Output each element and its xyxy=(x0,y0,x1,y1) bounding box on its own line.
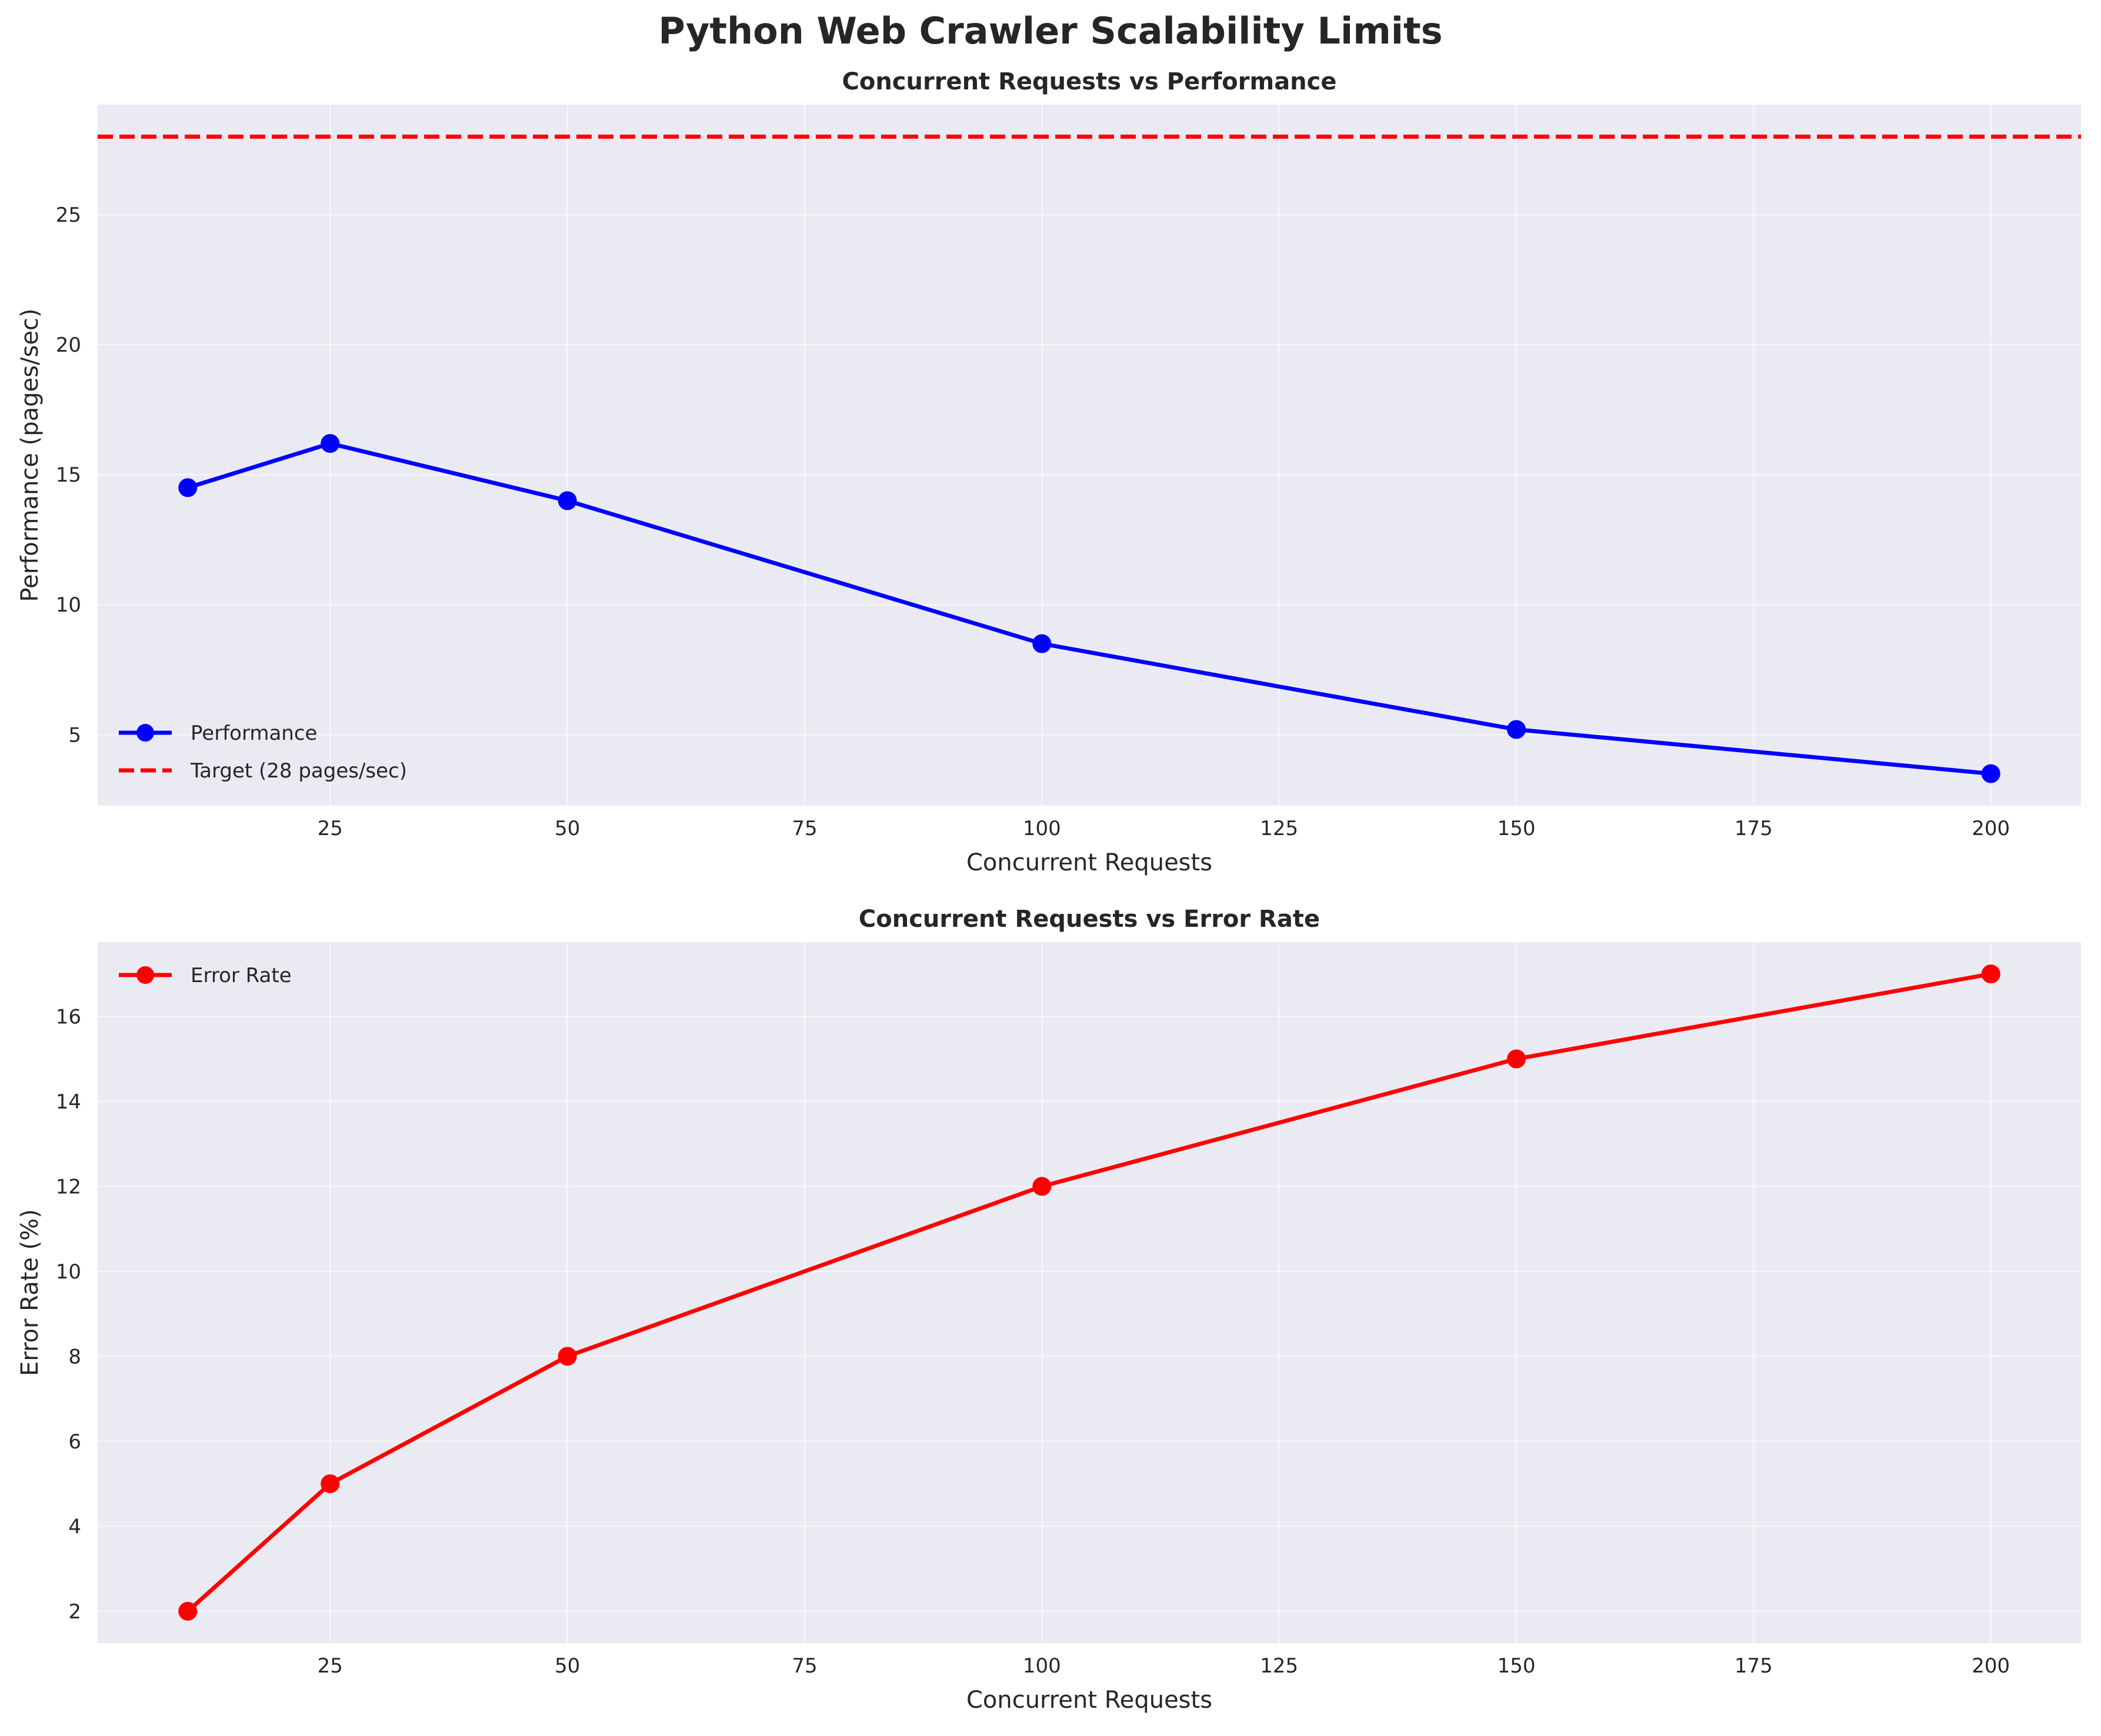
error-rate-data-point xyxy=(321,1474,340,1494)
performance-y-axis-label: Performance (pages/sec) xyxy=(16,308,44,602)
error-rate-y-tick-label: 12 xyxy=(56,1175,81,1198)
error-rate-x-tick-label: 150 xyxy=(1498,1654,1536,1678)
error-rate-chart-title: Concurrent Requests vs Error Rate xyxy=(859,906,1320,933)
performance-legend: Performance Target (28 pages/sec) xyxy=(119,722,407,783)
performance-series-line xyxy=(187,441,1992,776)
performance-x-tick-label: 75 xyxy=(792,817,817,840)
performance-data-point xyxy=(1032,634,1052,653)
error-rate-x-tick-label: 175 xyxy=(1735,1654,1773,1678)
performance-y-tick-label: 5 xyxy=(68,723,81,747)
error-rate-legend-label: Error Rate xyxy=(191,964,292,987)
figure-suptitle: Python Web Crawler Scalability Limits xyxy=(658,9,1442,52)
error-rate-legend: Error Rate xyxy=(119,964,292,987)
performance-x-tick-label: 100 xyxy=(1023,817,1061,840)
performance-y-tick-label: 15 xyxy=(56,463,81,487)
error-rate-x-tick-label: 125 xyxy=(1260,1654,1298,1678)
performance-data-point xyxy=(178,478,198,498)
error-rate-x-tick-label: 25 xyxy=(318,1654,343,1678)
performance-data-point xyxy=(1507,720,1526,739)
performance-chart-title: Concurrent Requests vs Performance xyxy=(842,68,1336,95)
error-rate-x-tick-label: 200 xyxy=(1972,1654,2010,1678)
error-rate-plot-area xyxy=(98,942,2081,1643)
performance-x-tick-label: 200 xyxy=(1972,817,2010,840)
performance-x-axis-label: Concurrent Requests xyxy=(966,849,1212,876)
performance-legend-label: Performance xyxy=(191,722,317,745)
error-rate-data-point xyxy=(1032,1177,1052,1196)
performance-x-tick-label: 50 xyxy=(555,817,580,840)
performance-x-tick-label: 175 xyxy=(1735,817,1773,840)
performance-y-tick-label: 25 xyxy=(56,203,81,227)
error-rate-grid xyxy=(98,942,2081,1643)
performance-legend-label: Target (28 pages/sec) xyxy=(190,759,407,783)
performance-tick-labels: 25 50 75 100 125 150 175 200 5 10 15 20 25 xyxy=(56,203,2010,840)
error-rate-x-axis-label: Concurrent Requests xyxy=(966,1687,1212,1714)
error-rate-series-line xyxy=(186,972,1992,1613)
error-rate-x-tick-label: 50 xyxy=(555,1654,580,1678)
performance-y-tick-label: 20 xyxy=(56,333,81,357)
performance-x-tick-label: 150 xyxy=(1498,817,1536,840)
performance-data-point xyxy=(558,491,577,510)
performance-x-tick-label: 125 xyxy=(1260,817,1298,840)
performance-y-tick-label: 10 xyxy=(56,593,81,617)
performance-legend-swatch-marker xyxy=(136,724,154,742)
error-rate-subplot: 25 50 75 100 125 150 175 200 2 4 6 8 10 12 14 16 Concur… xyxy=(16,906,2081,1714)
error-rate-data-point xyxy=(1507,1049,1526,1069)
performance-x-tick-label: 25 xyxy=(318,817,343,840)
performance-series xyxy=(178,434,2000,783)
performance-grid xyxy=(98,105,2081,806)
error-rate-legend-swatch-marker xyxy=(136,966,154,984)
error-rate-x-tick-label: 100 xyxy=(1023,1654,1061,1678)
performance-data-point xyxy=(321,434,340,453)
error-rate-y-tick-label: 4 xyxy=(68,1515,81,1538)
error-rate-y-tick-label: 8 xyxy=(68,1345,81,1368)
performance-plot-area xyxy=(98,105,2081,806)
error-rate-series xyxy=(178,964,2000,1621)
error-rate-tick-labels: 25 50 75 100 125 150 175 200 2 4 6 8 10 12 14 16 xyxy=(56,1005,2010,1678)
error-rate-y-tick-label: 14 xyxy=(56,1090,81,1114)
error-rate-y-tick-label: 10 xyxy=(56,1260,81,1284)
performance-data-point xyxy=(1981,764,2000,783)
error-rate-data-point xyxy=(178,1601,198,1621)
error-rate-data-point xyxy=(558,1347,577,1366)
error-rate-data-point xyxy=(1981,964,2000,984)
error-rate-y-tick-label: 16 xyxy=(56,1005,81,1029)
error-rate-y-axis-label: Error Rate (%) xyxy=(16,1209,44,1376)
error-rate-y-tick-label: 6 xyxy=(68,1430,81,1454)
error-rate-y-tick-label: 2 xyxy=(68,1600,81,1624)
performance-subplot: 25 50 75 100 125 150 175 200 5 10 15 20 25 Concurren… xyxy=(16,68,2081,876)
error-rate-x-tick-label: 75 xyxy=(792,1654,817,1678)
